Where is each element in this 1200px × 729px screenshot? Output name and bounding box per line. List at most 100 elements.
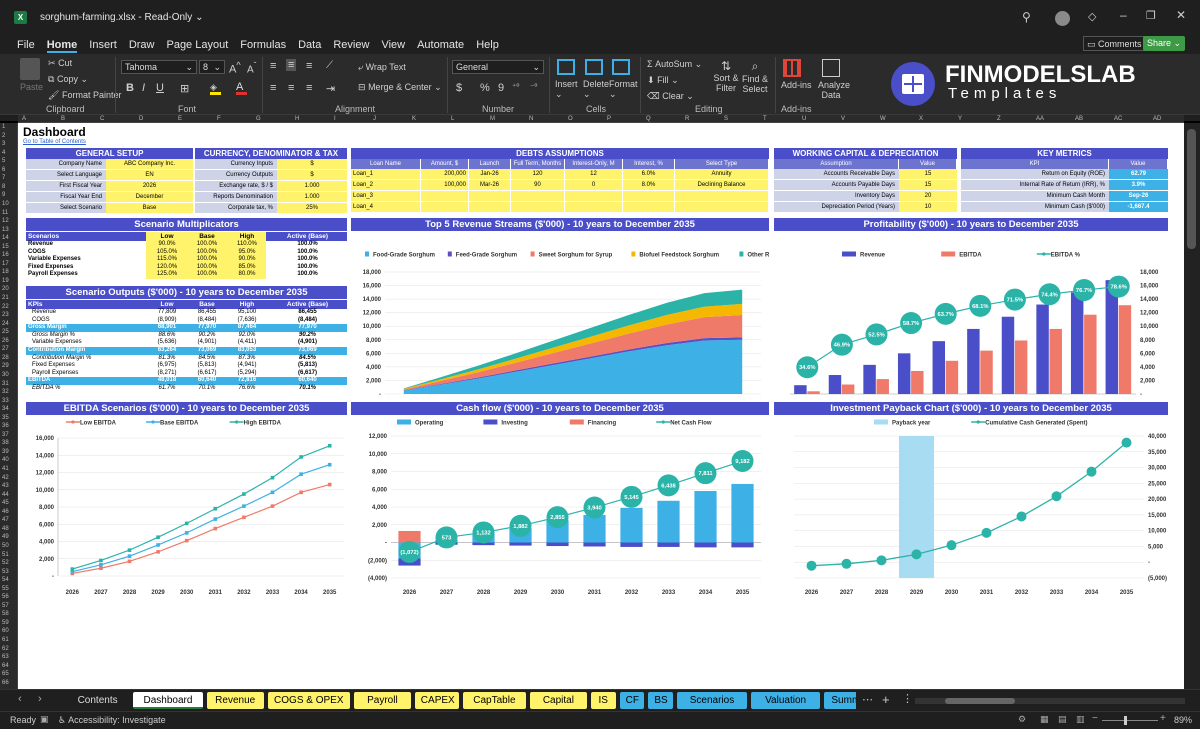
multiplier-cell[interactable]: 95.0%: [226, 248, 266, 256]
excel-icon[interactable]: X: [14, 11, 27, 24]
row-header[interactable]: 25: [2, 329, 9, 336]
multiplier-cell[interactable]: 80.0%: [226, 271, 266, 279]
cut-button[interactable]: ✂ Cut: [48, 58, 72, 69]
debt-cell[interactable]: [565, 191, 623, 201]
file-name[interactable]: sorghum-farming.xlsx - Read-Only ⌄: [40, 12, 204, 23]
settings-icon[interactable]: ⚙: [1018, 714, 1027, 724]
share-button[interactable]: Share ⌄: [1143, 36, 1186, 51]
find-select-button[interactable]: ⌕ Find & Select: [740, 59, 770, 94]
row-header[interactable]: 8: [2, 183, 6, 190]
increase-decimal-icon[interactable]: ⁺⁰: [512, 82, 520, 91]
column-header[interactable]: Y: [958, 116, 963, 122]
multiplier-cell[interactable]: 100.0%: [186, 263, 226, 271]
tab-cogs-opex[interactable]: COGS & OPEX: [267, 692, 350, 709]
column-header[interactable]: E: [178, 116, 183, 122]
row-header[interactable]: 24: [2, 320, 9, 327]
orientation-icon[interactable]: ⟋: [326, 60, 333, 71]
zoom-level[interactable]: 89%: [1174, 715, 1193, 725]
column-header[interactable]: A: [22, 116, 27, 122]
debt-cell[interactable]: [675, 202, 769, 212]
multiplier-cell[interactable]: 100.0%: [186, 248, 226, 256]
tab-dashboard[interactable]: Dashboard: [133, 692, 203, 709]
paste-button[interactable]: Paste: [20, 82, 44, 92]
menu-formulas[interactable]: Formulas: [240, 39, 287, 51]
row-header[interactable]: 28: [2, 354, 9, 361]
row-header[interactable]: 59: [2, 619, 9, 626]
clear-button[interactable]: ⌫ Clear ⌄: [647, 91, 694, 101]
row-header[interactable]: 44: [2, 491, 9, 498]
debt-cell[interactable]: 200,000: [421, 169, 469, 179]
column-header[interactable]: AB: [1075, 116, 1084, 122]
row-header[interactable]: 58: [2, 611, 9, 618]
addins-button[interactable]: Add-ins: [781, 80, 812, 90]
row-value[interactable]: 1.000: [277, 192, 347, 202]
row-header[interactable]: 15: [2, 243, 9, 250]
multiplier-cell[interactable]: 105.0%: [146, 248, 186, 256]
tab-scenarios[interactable]: Scenarios: [677, 692, 747, 709]
tab-capex[interactable]: CAPEX: [414, 692, 459, 709]
debt-cell[interactable]: Loan_4: [351, 202, 421, 212]
align-bottom-icon[interactable]: ≡: [306, 60, 313, 72]
debt-cell[interactable]: [511, 191, 565, 201]
menu-page-layout[interactable]: Page Layout: [166, 39, 229, 51]
shrink-font-icon[interactable]: Aˇ: [247, 60, 257, 76]
row-header[interactable]: 21: [2, 295, 9, 301]
row-value[interactable]: Base: [106, 203, 193, 213]
row-value[interactable]: 10: [899, 202, 957, 212]
borders-icon[interactable]: ⊞: [180, 83, 190, 95]
paste-icon[interactable]: [20, 58, 40, 80]
row-header[interactable]: 23: [2, 312, 9, 319]
tab-payroll[interactable]: Payroll: [354, 692, 411, 709]
row-header[interactable]: 39: [2, 448, 9, 455]
debt-cell[interactable]: 90: [511, 180, 565, 190]
analyze-data-icon[interactable]: [822, 59, 840, 77]
accessibility-status[interactable]: ♿ Accessibility: Investigate: [58, 715, 166, 726]
row-header[interactable]: 35: [2, 414, 9, 421]
zoom-slider[interactable]: [1102, 716, 1158, 725]
analyze-data-button[interactable]: Analyze Data: [818, 80, 851, 100]
row-header[interactable]: 31: [2, 380, 9, 387]
vertical-scrollbar[interactable]: [1184, 123, 1200, 689]
tab-prev-icon[interactable]: ‹: [18, 693, 22, 705]
row-header[interactable]: 62: [2, 645, 9, 652]
row-value[interactable]: EN: [106, 170, 193, 180]
row-header[interactable]: 49: [2, 534, 9, 541]
toc-link[interactable]: Go to Table of Contents: [23, 139, 86, 145]
font-size-select[interactable]: 8 ⌄: [199, 60, 225, 74]
column-header[interactable]: T: [763, 116, 767, 122]
percent-icon[interactable]: %: [480, 82, 490, 94]
row-header[interactable]: 22: [2, 303, 9, 310]
menu-insert[interactable]: Insert: [89, 39, 117, 51]
indent-icon[interactable]: ⇥: [326, 83, 336, 95]
row-header[interactable]: 10: [2, 200, 9, 207]
debt-cell[interactable]: Loan_1: [351, 169, 421, 179]
row-header[interactable]: 1: [2, 124, 6, 130]
row-header[interactable]: 65: [2, 671, 9, 678]
column-header[interactable]: W: [880, 116, 886, 122]
insert-button[interactable]: Insert ⌄: [555, 79, 578, 99]
format-cells-icon[interactable]: [612, 59, 630, 75]
addins-icon[interactable]: [783, 59, 801, 77]
row-header[interactable]: 17: [2, 260, 9, 267]
row-header[interactable]: 32: [2, 389, 9, 396]
debt-cell[interactable]: Jan-26: [469, 169, 511, 179]
debt-cell[interactable]: Loan_3: [351, 191, 421, 201]
add-sheet-icon[interactable]: +: [882, 692, 890, 707]
row-header[interactable]: 46: [2, 508, 9, 515]
debt-cell[interactable]: Declining Balance: [675, 180, 769, 190]
avatar[interactable]: [1055, 11, 1070, 26]
column-header[interactable]: B: [61, 116, 66, 122]
wrap-text-button[interactable]: ⤶ Wrap Text: [358, 62, 406, 73]
row-value[interactable]: December: [106, 192, 193, 202]
row-header[interactable]: 47: [2, 517, 9, 524]
row-header[interactable]: 57: [2, 602, 9, 609]
debt-cell[interactable]: [623, 191, 675, 201]
debt-cell[interactable]: Loan_2: [351, 180, 421, 190]
debt-cell[interactable]: 100,000: [421, 180, 469, 190]
row-header[interactable]: 14: [2, 235, 9, 242]
page-layout-icon[interactable]: ▤: [1058, 714, 1067, 724]
column-header[interactable]: AC: [1114, 116, 1123, 122]
column-header[interactable]: N: [529, 116, 534, 122]
grow-font-icon[interactable]: A^: [229, 60, 241, 76]
column-header[interactable]: M: [490, 116, 495, 122]
